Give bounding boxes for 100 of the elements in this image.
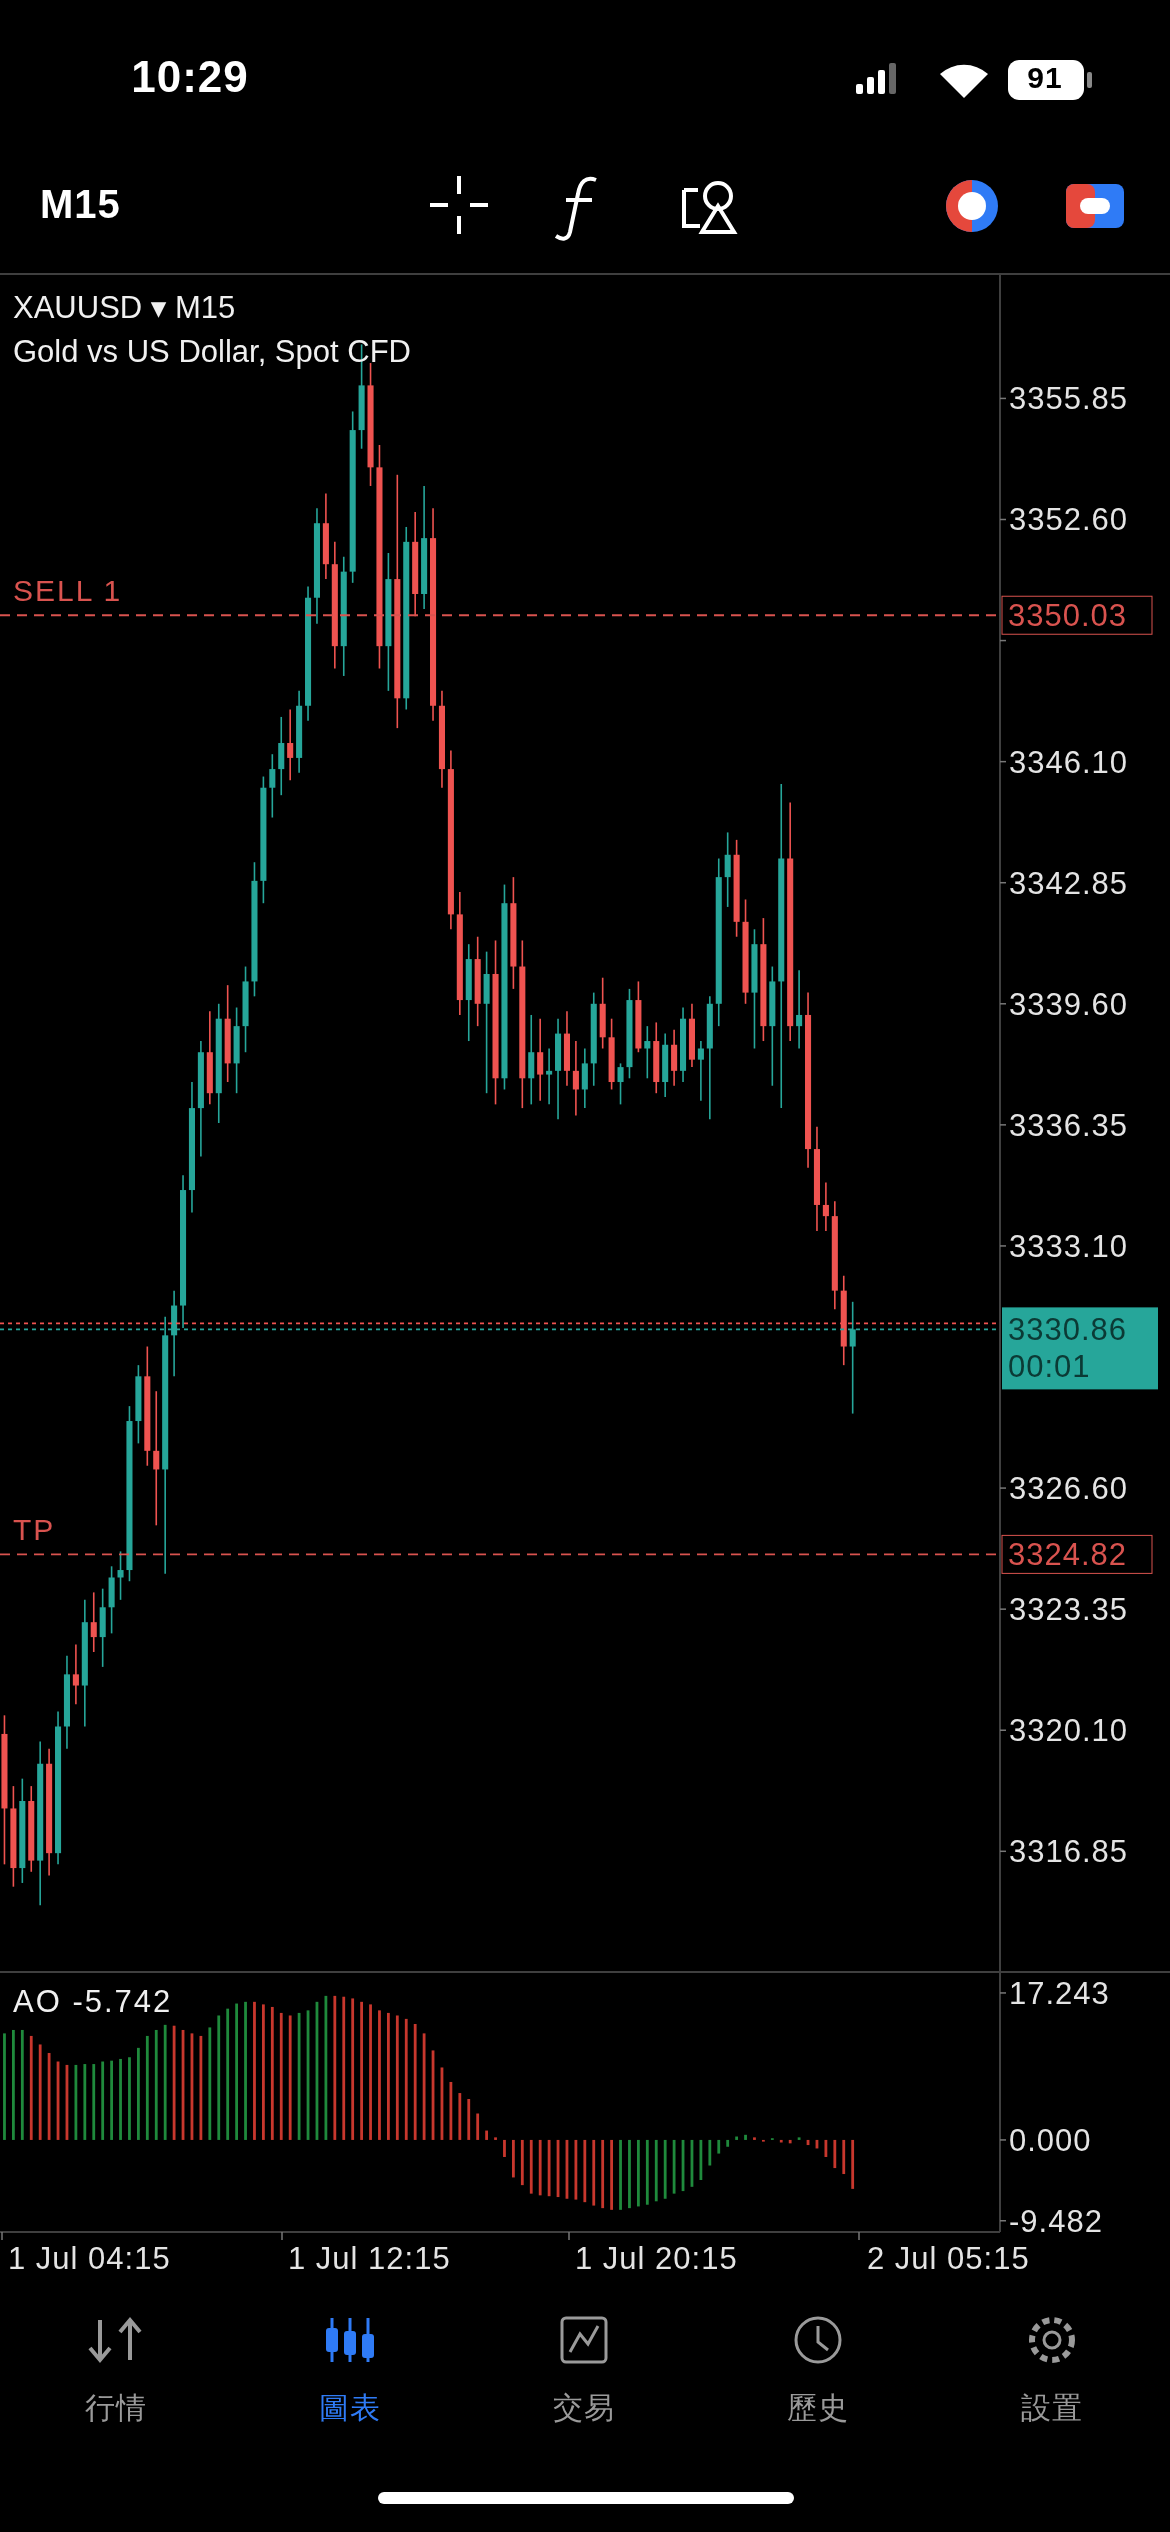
bar: [449, 2081, 453, 2140]
bar: [369, 2004, 372, 2140]
bar: [467, 2099, 471, 2140]
text: XAUUSD ▾ M15: [13, 290, 236, 325]
y-tick-label: 3324.82: [1008, 1537, 1128, 1573]
bar: [101, 2061, 105, 2140]
text: 2 Jul 05:15: [867, 2241, 1030, 2276]
bar: [476, 2113, 480, 2140]
text: 交易: [553, 2391, 615, 2424]
bar: [119, 2058, 122, 2140]
bar: [342, 1996, 346, 2140]
y-tick-label: 3346.10: [1009, 744, 1129, 780]
candlestick: [697, 1040, 704, 1102]
candlestick: [153, 1390, 160, 1527]
bar: [154, 2029, 158, 2140]
candlestick: [822, 1181, 829, 1232]
text: 10:29: [131, 52, 249, 101]
bar: [824, 2139, 828, 2157]
bar: [628, 2139, 631, 2209]
candlestick: [90, 1591, 97, 1653]
bar: [163, 2024, 167, 2140]
bar: [851, 2139, 855, 2189]
bar: [253, 2001, 256, 2140]
bar: [83, 2064, 87, 2140]
bar: [217, 2015, 221, 2140]
y-tick-label: 3330.86: [1008, 1312, 1128, 1348]
bar: [547, 2139, 551, 2197]
bar: [592, 2139, 596, 2206]
bar: [511, 2139, 515, 2178]
bar: [735, 2136, 739, 2140]
text: M15: [40, 182, 121, 226]
y-tick-label: 0.000: [1009, 2122, 1092, 2158]
bar: [672, 2139, 676, 2194]
bar: [11, 2029, 15, 2140]
candlestick: [72, 1643, 79, 1705]
text: 91: [1027, 61, 1063, 94]
text: 設置: [1021, 2391, 1083, 2424]
bar: [583, 2139, 587, 2203]
candlestick: [287, 708, 294, 782]
y-tick-label: 3355.85: [1009, 381, 1129, 417]
text: 1 Jul 20:15: [575, 2241, 738, 2276]
ref-line-label: TP: [13, 1513, 56, 1547]
bar: [351, 1998, 355, 2140]
bar: [235, 2003, 239, 2140]
candlestick: [537, 1017, 544, 1102]
bar: [324, 1995, 328, 2140]
y-tick-label: 3316.85: [1009, 1834, 1129, 1870]
bar: [333, 1995, 337, 2140]
y-tick-label: 3336.35: [1009, 1107, 1129, 1143]
bar: [297, 2012, 301, 2140]
bar: [744, 2134, 747, 2140]
y-tick-label: -9.482: [1009, 2203, 1103, 2239]
text: 圖表: [319, 2391, 381, 2424]
candlestick: [644, 1025, 651, 1080]
bar: [128, 2057, 131, 2140]
bar: [422, 2033, 426, 2140]
bar: [663, 2139, 667, 2199]
bar: [645, 2139, 649, 2205]
bar: [3, 2033, 6, 2140]
bar: [654, 2139, 658, 2202]
bar: [610, 2139, 614, 2210]
y-tick-label: 17.243: [1009, 1975, 1110, 2011]
bar: [270, 2006, 274, 2140]
text: 1 Jul 12:15: [288, 2241, 451, 2276]
bar: [208, 2027, 212, 2140]
bar: [38, 2044, 42, 2140]
y-tick-label: 3320.10: [1009, 1713, 1129, 1749]
bar: [726, 2139, 730, 2147]
chart-title: AO -5.742: [13, 1984, 173, 2019]
bar: [145, 2035, 149, 2140]
bar: [29, 2035, 33, 2140]
bar: [699, 2139, 703, 2180]
candlestick: [724, 831, 731, 908]
bar: [529, 2139, 533, 2194]
y-tick-label: 3333.10: [1009, 1228, 1129, 1264]
bar: [636, 2139, 640, 2207]
bar: [360, 2001, 364, 2140]
bar: [288, 2015, 292, 2140]
bar: [708, 2139, 712, 2166]
bar: [378, 2010, 381, 2140]
bar: [92, 2064, 96, 2140]
bar: [74, 2064, 78, 2140]
bar: [717, 2139, 721, 2154]
candlestick: [117, 1550, 124, 1601]
bar: [601, 2139, 605, 2209]
bar: [172, 2025, 176, 2140]
bar: [842, 2139, 846, 2175]
bar: [279, 2012, 283, 2140]
text: 歷史: [787, 2391, 849, 2424]
bar: [226, 2008, 230, 2140]
y-tick-label: 3352.60: [1009, 502, 1129, 538]
bar: [797, 2137, 801, 2140]
candlestick: [617, 1062, 624, 1106]
candlestick: [796, 969, 803, 1050]
bar: [20, 2029, 24, 2140]
candlestick: [269, 753, 276, 819]
y-tick-label: 3326.60: [1009, 1471, 1129, 1507]
bar: [386, 2012, 390, 2140]
text: 00:01: [1008, 1349, 1091, 1384]
bar: [261, 2004, 265, 2140]
